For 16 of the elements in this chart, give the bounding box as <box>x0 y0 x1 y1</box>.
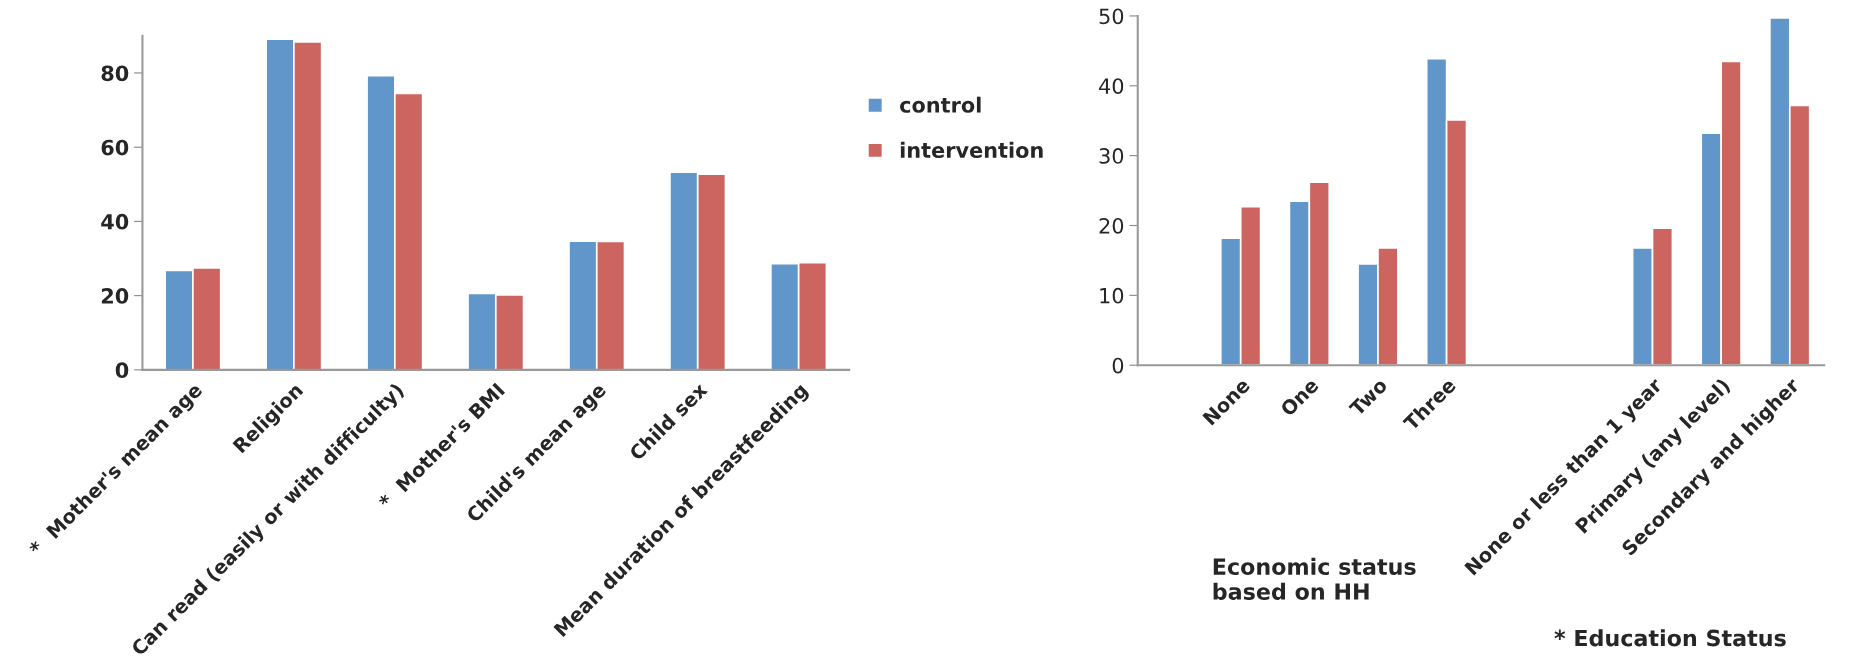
y-tick-label: 0 <box>1112 357 1124 374</box>
y-tick-label: 10 <box>1100 287 1124 304</box>
y-tick-label: 60 <box>101 139 129 156</box>
text: Economic status based on HH <box>1213 557 1416 600</box>
y-tick-label: 0 <box>115 362 129 379</box>
y-tick-label: 40 <box>1099 78 1124 94</box>
y-tick-label: 30 <box>1099 148 1124 164</box>
text: * Education Status <box>1554 629 1786 647</box>
y-tick-label: 80 <box>101 65 129 82</box>
y-tick-label: 50 <box>1099 8 1124 25</box>
legend-label: control <box>900 96 981 113</box>
y-tick-label: 20 <box>1099 217 1124 234</box>
y-tick-label: 40 <box>101 213 129 230</box>
legend-label: intervention <box>900 141 1043 158</box>
x-tick-label: Two <box>1348 377 1389 417</box>
y-tick-label: 20 <box>101 288 129 304</box>
